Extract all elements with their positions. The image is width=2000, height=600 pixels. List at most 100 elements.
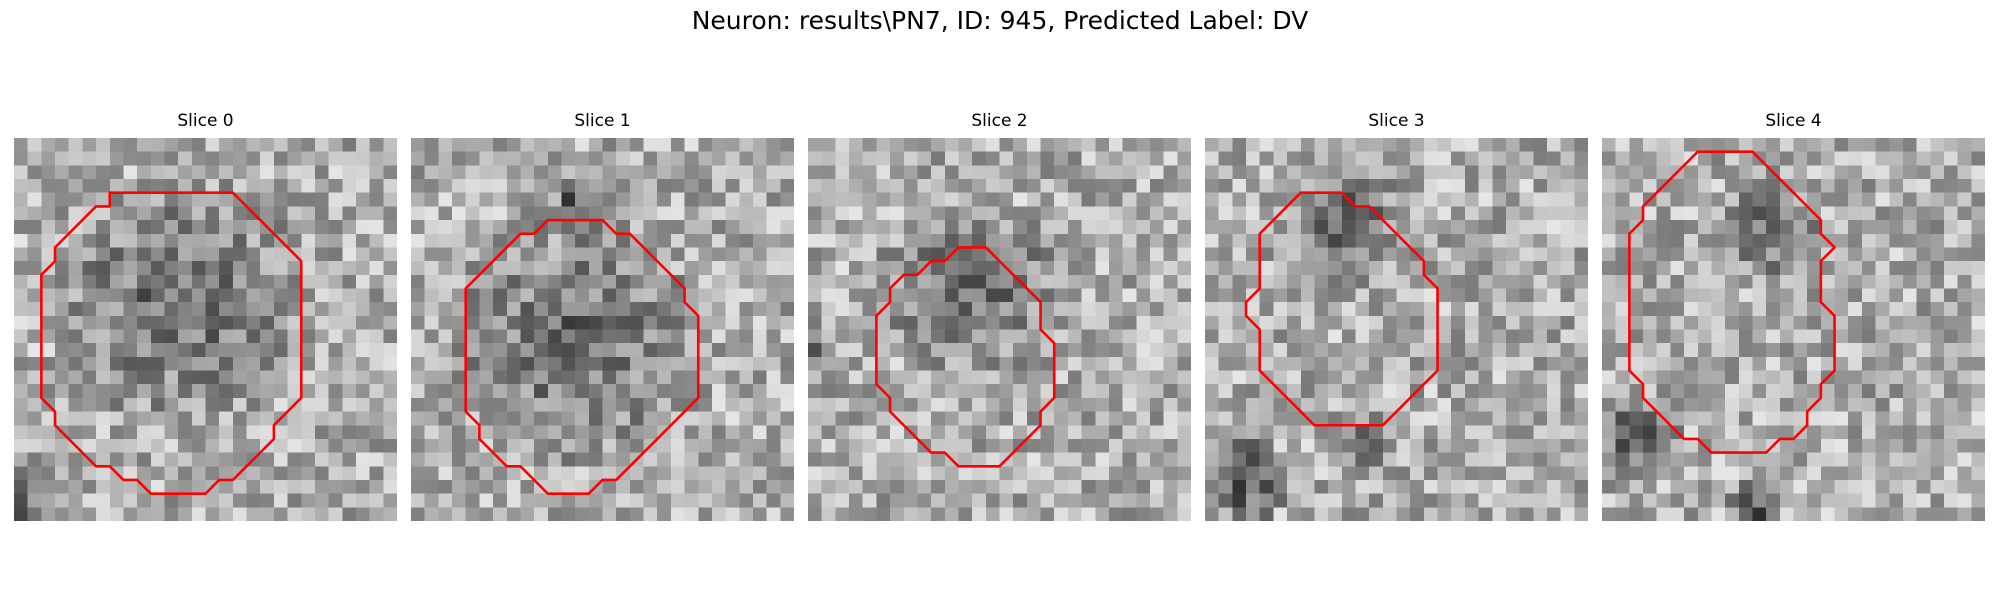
image-pixel <box>96 411 111 426</box>
image-pixel <box>1328 343 1343 358</box>
image-pixel <box>273 261 288 276</box>
image-pixel <box>178 452 193 467</box>
image-pixel <box>808 329 822 344</box>
image-pixel <box>369 370 384 385</box>
image-pixel <box>752 220 767 235</box>
image-pixel <box>711 479 726 494</box>
image-pixel <box>944 192 959 207</box>
image-pixel <box>452 411 466 426</box>
image-pixel <box>1670 315 1685 330</box>
image-pixel <box>862 493 877 508</box>
image-pixel <box>1643 493 1657 508</box>
image-pixel <box>1670 438 1685 453</box>
image-pixel <box>1670 233 1685 248</box>
image-pixel <box>616 179 631 193</box>
image-pixel <box>1643 151 1657 166</box>
image-pixel <box>301 192 316 207</box>
image-pixel <box>123 507 138 521</box>
image-pixel <box>1602 356 1616 371</box>
image-pixel <box>739 370 754 385</box>
image-pixel <box>835 397 850 412</box>
image-pixel <box>41 466 56 481</box>
image-pixel <box>301 179 316 193</box>
image-pixel <box>82 329 97 344</box>
image-pixel <box>1054 220 1069 235</box>
image-pixel <box>1643 411 1657 426</box>
image-pixel <box>328 315 343 330</box>
image-pixel <box>917 247 932 262</box>
image-pixel <box>1355 438 1370 453</box>
image-pixel <box>287 288 302 303</box>
image-pixel <box>520 247 535 262</box>
image-pixel <box>629 425 644 440</box>
image-pixel <box>27 384 42 399</box>
image-pixel <box>890 397 905 412</box>
image-pixel <box>835 274 850 289</box>
image-pixel <box>1602 343 1616 358</box>
image-pixel <box>1300 425 1315 440</box>
image-pixel <box>670 507 685 521</box>
image-pixel <box>1793 288 1808 303</box>
image-pixel <box>575 179 590 193</box>
image-pixel <box>1341 384 1356 399</box>
image-pixel <box>232 452 247 467</box>
image-pixel <box>27 507 42 521</box>
image-pixel <box>752 411 767 426</box>
image-pixel <box>670 370 685 385</box>
image-pixel <box>1081 165 1096 180</box>
image-pixel <box>1670 138 1685 152</box>
image-pixel <box>1793 479 1808 494</box>
image-pixel <box>890 438 905 453</box>
image-pixel <box>670 151 685 166</box>
image-pixel <box>862 507 877 521</box>
image-pixel <box>1451 411 1466 426</box>
image-pixel <box>1122 179 1137 193</box>
image-pixel <box>506 261 521 276</box>
image-pixel <box>493 274 508 289</box>
image-pixel <box>1205 138 1219 152</box>
image-pixel <box>82 233 97 248</box>
image-pixel <box>27 343 42 358</box>
image-pixel <box>520 315 535 330</box>
image-pixel <box>369 466 384 481</box>
image-pixel <box>1943 343 1958 358</box>
image-pixel <box>137 179 152 193</box>
image-pixel <box>109 507 124 521</box>
image-pixel <box>849 274 863 289</box>
image-pixel <box>1026 466 1041 481</box>
image-pixel <box>1095 397 1110 412</box>
image-pixel <box>752 452 767 467</box>
image-pixel <box>711 302 726 317</box>
image-pixel <box>1916 206 1931 221</box>
image-pixel <box>1656 493 1671 508</box>
image-pixel <box>821 438 836 453</box>
image-pixel <box>1752 493 1767 508</box>
image-pixel <box>150 151 165 166</box>
image-pixel <box>534 233 549 248</box>
image-pixel <box>493 315 508 330</box>
image-pixel <box>520 233 535 248</box>
image-pixel <box>123 192 138 207</box>
image-pixel <box>14 233 28 248</box>
image-pixel <box>999 315 1014 330</box>
image-pixel <box>1081 507 1096 521</box>
image-pixel <box>1396 438 1411 453</box>
image-pixel <box>1670 206 1685 221</box>
image-pixel <box>1875 479 1890 494</box>
image-pixel <box>1930 384 1945 399</box>
image-pixel <box>780 179 794 193</box>
image-pixel <box>835 425 850 440</box>
image-pixel <box>1889 138 1904 152</box>
image-pixel <box>1519 397 1534 412</box>
image-pixel <box>27 165 42 180</box>
slice-panel: Slice 3 <box>1205 110 1588 521</box>
image-pixel <box>1136 479 1151 494</box>
image-pixel <box>1505 192 1520 207</box>
image-pixel <box>493 384 508 399</box>
image-pixel <box>766 370 781 385</box>
image-pixel <box>1328 261 1343 276</box>
image-pixel <box>1834 288 1849 303</box>
image-pixel <box>1437 507 1452 521</box>
image-pixel <box>1546 452 1561 467</box>
image-pixel <box>1629 138 1644 152</box>
